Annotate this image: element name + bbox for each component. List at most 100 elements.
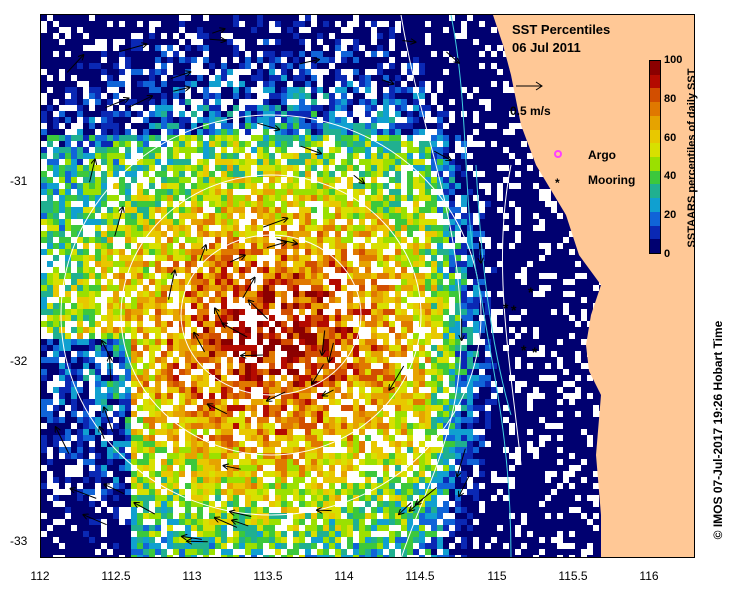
current-vector <box>182 536 202 539</box>
isobath-line <box>450 15 512 557</box>
current-vector <box>300 145 320 153</box>
current-vector <box>199 245 206 262</box>
colorbar-segment <box>650 61 660 75</box>
colorbar-segment <box>650 239 660 254</box>
contour-line <box>120 174 422 456</box>
current-vector <box>102 341 112 359</box>
colorbar-tick: 0 <box>664 248 671 260</box>
y-tick-label: -31 <box>10 174 28 188</box>
colorbar-segment <box>650 198 660 212</box>
vector-scale-label: 0.5 m/s <box>510 104 551 118</box>
current-vector <box>266 242 286 249</box>
colorbar-tick: 100 <box>664 54 683 66</box>
current-vector <box>479 241 481 262</box>
current-vector <box>257 122 279 129</box>
current-vector <box>222 323 248 338</box>
sst-map: * * * * * <box>40 14 695 558</box>
current-vector <box>66 55 83 73</box>
contour-line <box>400 15 462 557</box>
colorbar-segment <box>650 115 660 130</box>
colorbar-tick: 80 <box>664 92 677 105</box>
current-vector <box>381 79 393 84</box>
current-vector <box>232 520 249 527</box>
sst-map-canvas: * * * * * <box>41 15 694 557</box>
current-vector <box>168 271 175 300</box>
colorbar-tick: 60 <box>664 131 677 144</box>
x-tick-label: 115 <box>487 569 507 583</box>
current-vector <box>83 515 107 526</box>
argo-legend-label: Argo <box>588 148 616 162</box>
colorbar-segment <box>650 170 660 185</box>
colorbar-segment <box>650 225 660 240</box>
current-vector <box>119 44 146 53</box>
mooring-marker: * <box>511 302 517 318</box>
colorbar-segment <box>650 102 660 116</box>
mooring-marker: * <box>528 284 534 300</box>
colorbar-segment <box>650 157 660 171</box>
current-vector <box>114 207 123 237</box>
contour-lines <box>60 15 522 557</box>
current-vector <box>262 218 287 228</box>
colorbar-segment <box>650 143 660 158</box>
current-vector <box>173 87 189 92</box>
mooring-legend-label: Mooring <box>588 173 636 187</box>
current-vector <box>229 255 245 263</box>
y-tick-label: -32 <box>10 354 28 368</box>
current-vector <box>416 487 438 504</box>
current-vector <box>459 475 470 496</box>
current-vector <box>187 541 208 542</box>
colorbar-segment <box>650 184 660 199</box>
current-vector <box>410 499 423 511</box>
x-tick-label: 116 <box>639 569 659 583</box>
current-vector <box>104 484 125 495</box>
colorbar-segment <box>650 211 660 226</box>
current-vector <box>434 150 451 160</box>
current-vector <box>170 72 190 80</box>
current-vector <box>56 427 70 454</box>
map-title: SST Percentiles <box>512 22 611 37</box>
x-tick-label: 113 <box>182 569 202 583</box>
current-vector <box>322 330 325 354</box>
colorbar-title: SSTAARS percentiles of daily SST <box>686 68 698 248</box>
current-vector <box>194 333 206 353</box>
mooring-marker: * <box>532 344 538 360</box>
x-tick-label: 112 <box>30 569 50 583</box>
current-vector <box>230 512 252 518</box>
current-vector <box>215 518 238 528</box>
current-vector <box>329 342 334 362</box>
colorbar-tick: 40 <box>664 170 677 183</box>
map-date: 06 Jul 2011 <box>512 40 581 55</box>
mooring-marker: * <box>521 342 527 358</box>
current-vector <box>353 174 364 183</box>
mooring-marker-icon: * <box>555 176 560 190</box>
colorbar-segment <box>650 129 660 144</box>
isobath-line <box>475 164 512 416</box>
land-mass <box>493 15 694 557</box>
isobath-lines <box>450 15 512 557</box>
contour-line <box>180 234 362 396</box>
current-vector <box>402 41 415 43</box>
current-vector <box>128 96 152 108</box>
imos-credit: © IMOS 07-Jul-2017 19:26 Hobart Time <box>711 320 725 540</box>
current-vector <box>276 238 296 244</box>
current-vector <box>208 404 228 415</box>
current-vector <box>110 357 111 382</box>
current-vector <box>446 51 459 63</box>
y-tick-label: -33 <box>10 534 28 548</box>
current-vector <box>71 489 97 499</box>
x-tick-label: 112.5 <box>101 569 131 583</box>
current-vector <box>241 355 263 356</box>
current-vector <box>224 466 241 470</box>
current-vector <box>312 364 325 383</box>
current-vector <box>134 503 156 515</box>
colorbar-segment <box>650 74 660 89</box>
x-tick-label: 113.5 <box>253 569 283 583</box>
colorbar-tick: 20 <box>664 209 677 222</box>
current-vector <box>105 98 128 109</box>
current-vector <box>215 308 225 327</box>
current-vector <box>399 502 412 514</box>
current-vector <box>267 391 286 401</box>
vector-scale-arrow <box>516 81 543 91</box>
current-vector <box>104 407 114 432</box>
contour-line <box>60 114 482 516</box>
